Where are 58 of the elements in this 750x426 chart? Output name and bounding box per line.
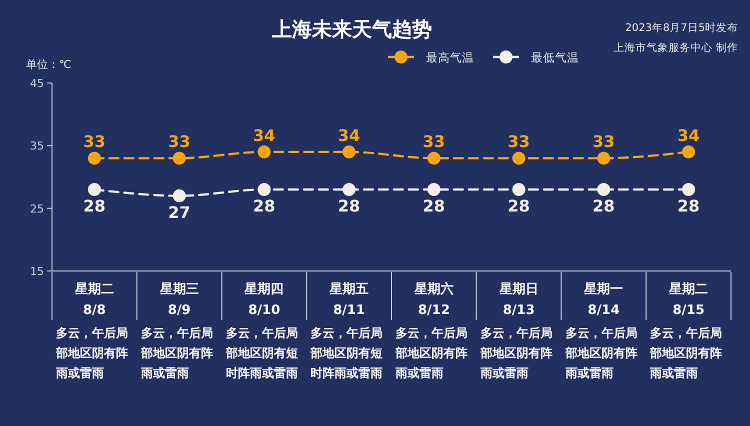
y-tick-label: 35: [30, 140, 44, 153]
point: [172, 152, 186, 165]
data-label: 33: [508, 132, 530, 152]
data-label: 34: [338, 126, 360, 145]
point: [512, 152, 526, 165]
x-tick-label: 星期四 8/10: [244, 282, 284, 318]
data-label: 33: [83, 132, 106, 152]
x-tick-label: 星期三 8/9: [158, 282, 199, 318]
x-tick-label: 星期六 8/12: [413, 281, 454, 318]
data-label: 28: [508, 196, 530, 216]
legend-label: 最低气温: [531, 50, 579, 64]
text: 多云，午后局部地区阴有阵雨或雷雨: [564, 326, 638, 380]
x-tick-label: 星期二 8/15: [668, 282, 708, 318]
x-tick-label: 星期日 8/13: [498, 282, 538, 318]
text: 多云，午后局部地区阴有阵雨或雷雨: [479, 326, 552, 380]
point: [258, 145, 271, 158]
text: 多云，午后局部地区阴有阵雨或雷雨: [55, 326, 128, 380]
data-label: 28: [592, 196, 615, 216]
data-label: 34: [677, 126, 700, 145]
y-tick-label: 15: [30, 265, 44, 278]
data-label: 33: [168, 132, 190, 152]
point: [427, 152, 440, 165]
point: [88, 183, 101, 196]
data-label: 27: [168, 202, 190, 222]
point: [258, 183, 271, 196]
data-label: 33: [592, 132, 615, 152]
point: [512, 183, 526, 196]
data-label: 33: [422, 132, 446, 152]
data-label: 28: [677, 196, 700, 216]
text: 上海市气象服务中心 制作: [614, 41, 738, 54]
legend-label: 最高气温: [426, 50, 474, 64]
data-label: 28: [83, 196, 106, 216]
y-tick-label: 45: [30, 77, 44, 90]
y-tick-label: 25: [30, 202, 44, 216]
text: 多云，午后局部地区阴有阵雨或雷雨: [394, 326, 468, 380]
chart-title: 上海未来天气趋势: [271, 17, 432, 41]
point: [427, 183, 440, 196]
point: [682, 183, 696, 196]
x-tick-label: 星期五 8/11: [328, 282, 369, 318]
point: [172, 189, 186, 202]
data-label: 28: [338, 196, 360, 216]
data-label: 28: [253, 196, 276, 216]
y-axis-title: 单位：℃: [26, 58, 72, 71]
point: [342, 183, 356, 196]
text: 多云，午后局部地区阴有短时阵雨或雷雨: [224, 326, 298, 380]
text: 2023年8月7日5时发布: [625, 21, 738, 34]
point: [88, 152, 101, 165]
point: [597, 183, 610, 196]
data-label: 34: [253, 126, 276, 145]
text: 多云，午后局部地区阴有阵雨或雷雨: [140, 326, 213, 380]
x-tick-label: 星期二 8/8: [74, 282, 114, 318]
x-tick-label: 星期一 8/14: [583, 282, 624, 318]
text: 多云，午后局部地区阴有短时阵雨或雷雨: [310, 326, 383, 380]
point: [682, 145, 696, 158]
text: 多云，午后局部地区阴有阵雨或雷雨: [649, 326, 722, 380]
data-label: 28: [422, 196, 446, 216]
point: [597, 152, 610, 165]
point: [342, 145, 356, 158]
